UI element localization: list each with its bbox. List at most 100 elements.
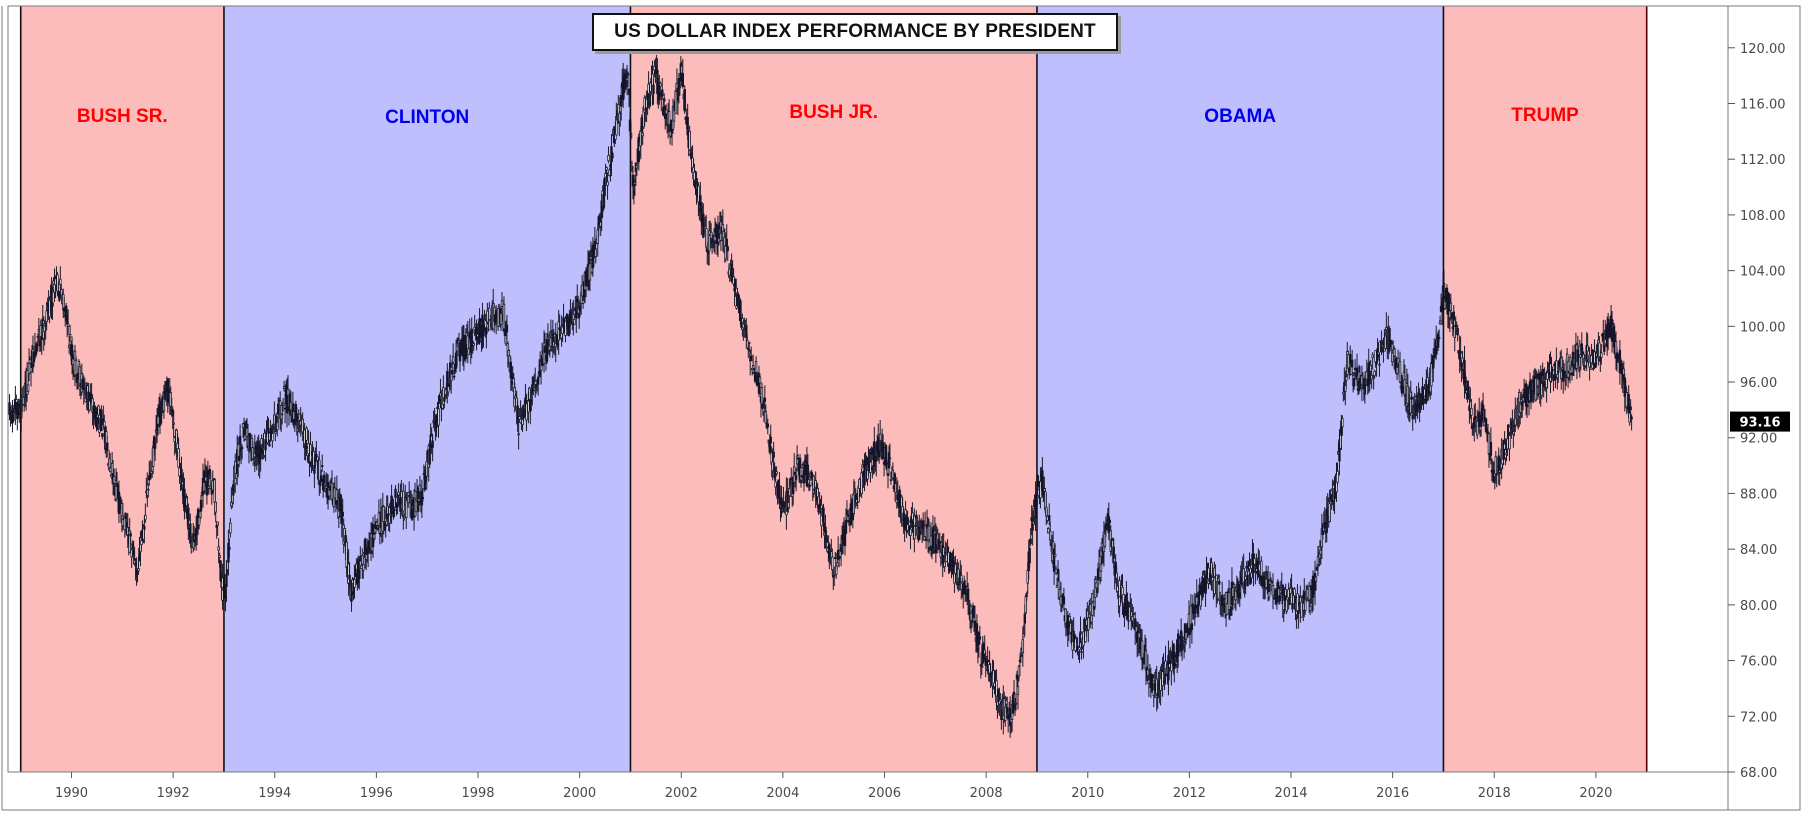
candle [1052,544,1056,585]
candle [772,441,775,466]
candle-body [1006,707,1009,714]
candle-body [437,408,440,426]
candle [1297,609,1300,629]
candle-body [652,84,655,95]
candle-body [472,343,475,346]
candle-body [1190,623,1194,630]
candle-body [1211,573,1214,577]
candle-body [1047,528,1050,534]
candle-body [1484,418,1488,432]
candle-body [907,520,910,523]
candle-body [106,442,109,451]
candle-body [1481,404,1485,410]
candle-body [1602,333,1605,341]
candle-body [467,348,470,355]
candle-body [1348,354,1352,364]
candle-body [1370,374,1373,380]
candle [596,223,599,257]
candle [45,301,48,331]
candle-body [1629,406,1632,411]
candle [1551,366,1554,376]
candle [810,469,813,481]
candle [1476,409,1479,440]
candle [1112,537,1115,568]
candle [681,58,684,89]
candle-body [772,451,775,458]
candle [1495,473,1498,488]
candle-body [1021,639,1025,654]
candle-body [835,562,839,567]
candle-body [26,384,30,392]
candle-body [705,228,708,248]
candle-body [1506,438,1509,450]
candle-body [1461,357,1464,364]
candle-body [1290,587,1293,590]
candle-body [1140,640,1144,659]
candle [683,84,686,114]
candle-body [502,303,506,330]
candle-body [283,407,287,410]
candle [497,303,501,309]
candle [358,558,361,590]
candle-body [754,361,758,373]
candle-body [775,471,778,475]
candle-body [1181,638,1185,641]
candle-body [1511,418,1514,421]
candle [264,439,267,462]
candle [1511,409,1514,435]
presidency-label: BUSH SR. [77,106,168,127]
candle [147,483,150,498]
candle [216,521,219,536]
candle-body [177,448,180,468]
candle [652,78,655,105]
candle-body [677,78,681,89]
candle-body [1079,631,1082,635]
candle [573,314,576,325]
candle-body [562,317,565,324]
presidency-band [1036,6,1444,772]
candle-body [667,111,671,126]
candle-body [1055,585,1059,588]
candle-body [1525,403,1529,408]
candle [1484,417,1488,434]
candle [237,449,241,468]
candle [1108,518,1112,530]
candle [500,291,504,322]
candle-body [663,98,666,102]
candle-body [1269,580,1273,583]
candle [1021,626,1025,667]
candle [159,400,163,426]
candle-body [909,528,912,536]
candle-body [1048,515,1051,521]
presidency-label: TRUMP [1511,105,1579,126]
candle [101,433,104,440]
candle-body [1260,560,1263,577]
candle-body [1494,456,1497,475]
candle-body [780,497,783,508]
candle [1232,582,1236,597]
candle-body [889,479,893,482]
candle-body [943,561,946,568]
candle-body [774,481,777,488]
candle-body [1398,361,1402,383]
candle [807,470,811,492]
candle-body [1600,352,1603,358]
candle-body [516,405,519,424]
candle-body [37,329,41,332]
candle [888,443,892,467]
candle [611,151,614,162]
candle-body [1534,377,1538,401]
candle-body [973,620,977,628]
candle [1630,414,1633,431]
candle-body [1025,594,1028,597]
candle-body [1355,367,1359,376]
candle [635,162,639,176]
candle-body [66,323,70,327]
candle [536,374,540,396]
candle [620,84,623,121]
candle-body [1023,613,1026,624]
candle-body [403,510,406,514]
candle-body [1317,564,1321,566]
candle-body [39,325,42,337]
candle-body [1291,603,1294,610]
